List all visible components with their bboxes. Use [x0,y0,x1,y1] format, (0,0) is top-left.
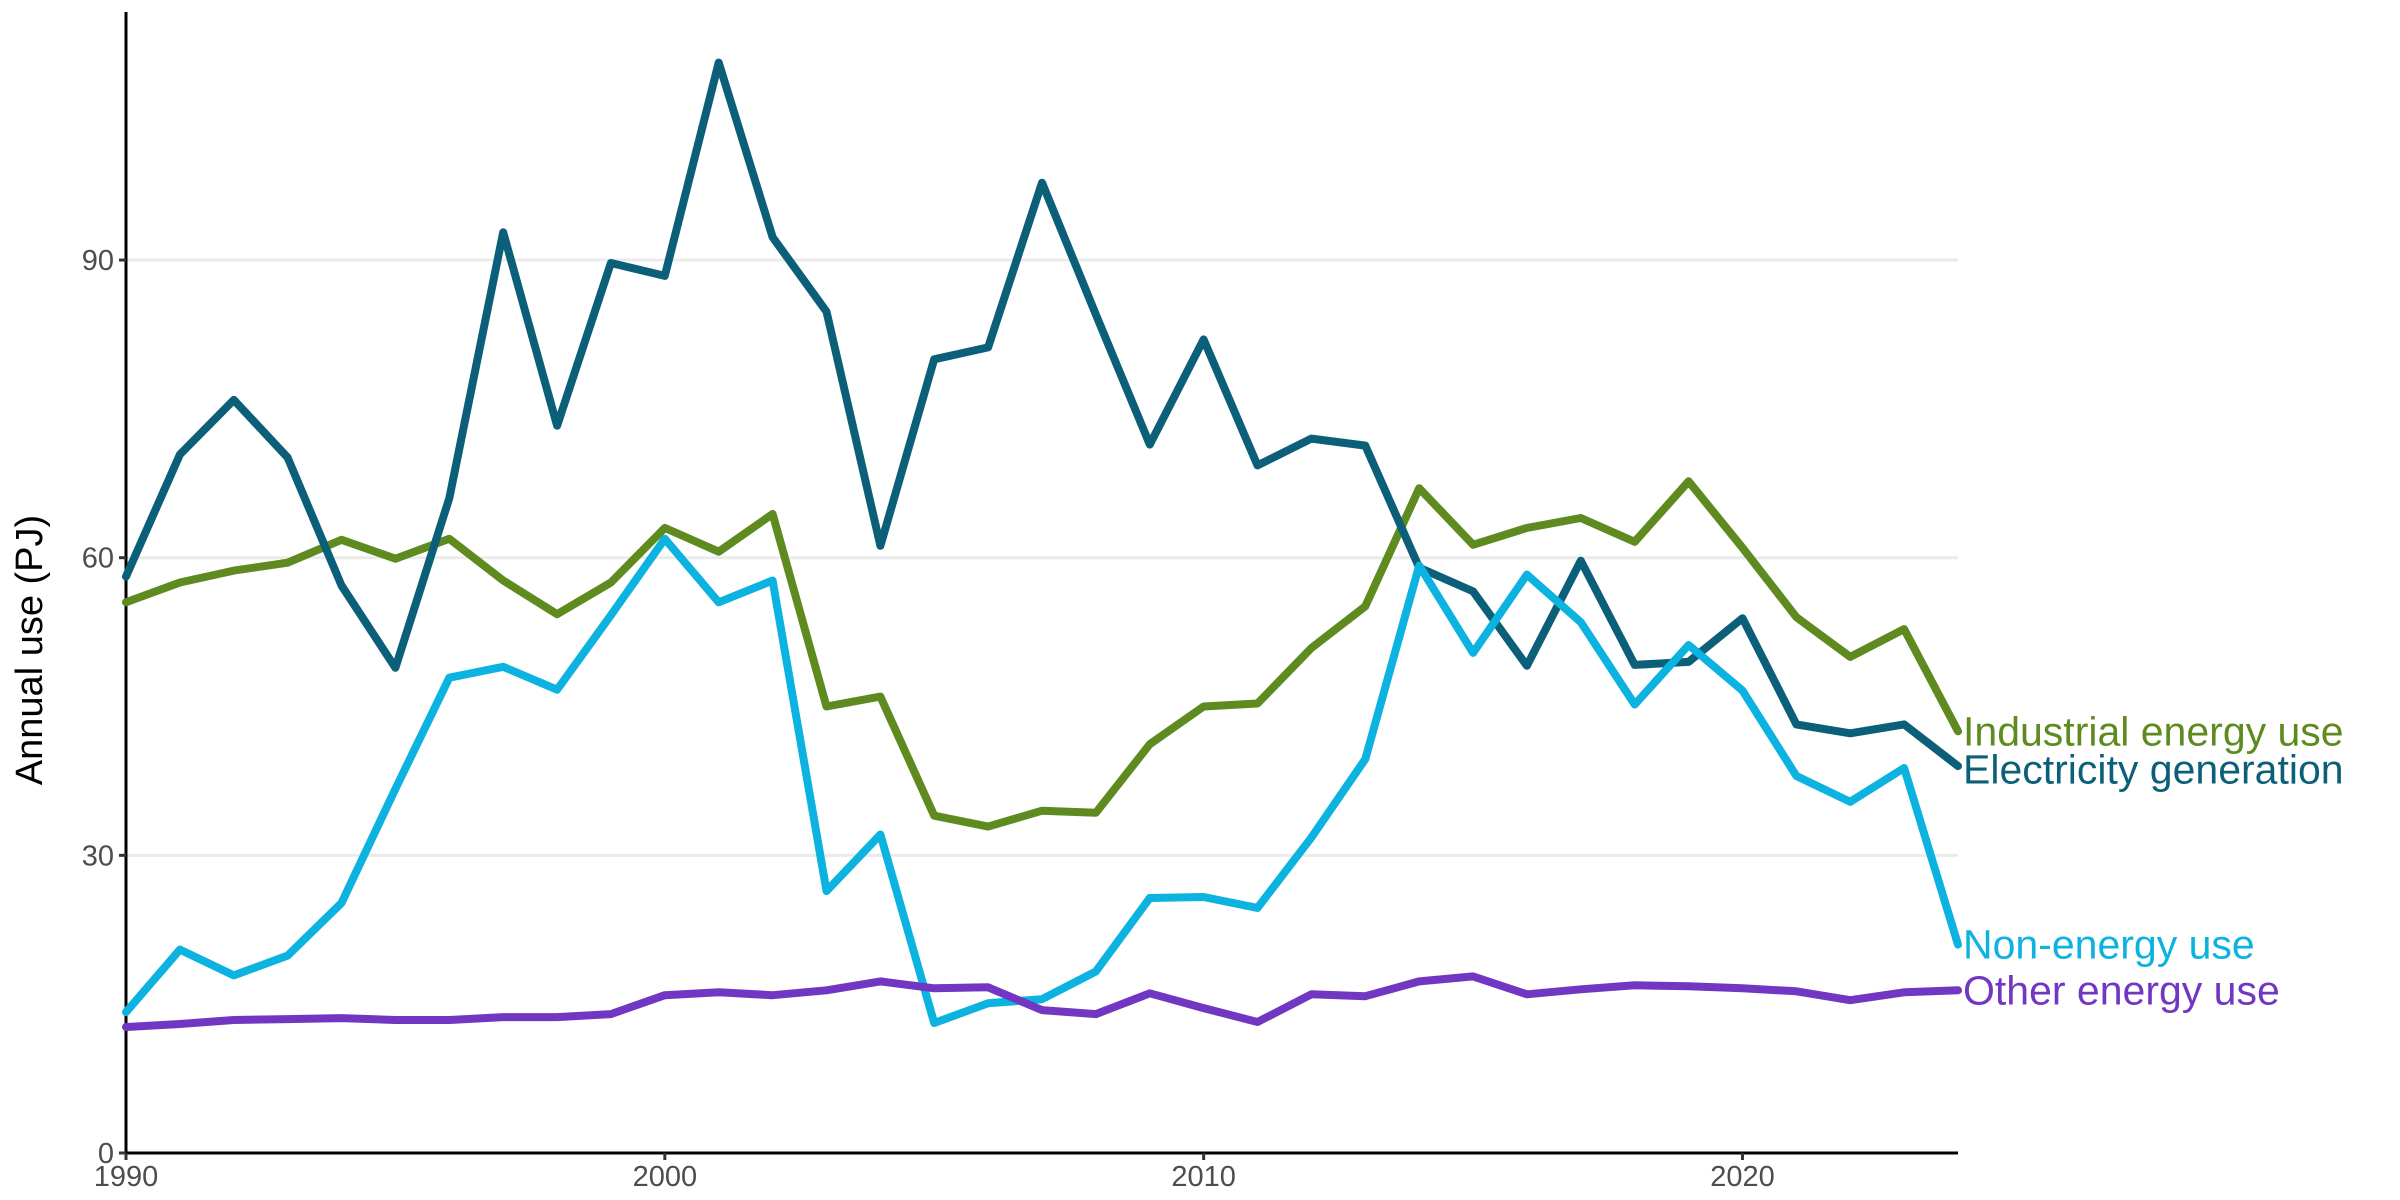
x-tick-label: 2020 [1710,1161,1775,1193]
series-label-non-energy-use: Non-energy use [1963,922,2255,968]
y-tick-label: 60 [82,543,114,575]
x-tick-label: 2000 [633,1161,698,1193]
axes [124,12,1958,1155]
series-line-electricity-generation [122,58,1962,771]
series-line-non-energy-use [122,534,1962,1027]
series-label-industrial-energy-use: Industrial energy use [1963,708,2344,754]
y-tick-label: 0 [98,1138,114,1170]
y-tick-label: 90 [82,245,114,277]
tick-labels: 0 30 60 90 1990 2000 2010 2020 [82,245,1775,1193]
y-tick-label: 30 [82,840,114,872]
series-lines [122,58,1962,1031]
series-line-other-energy-use [122,972,1962,1031]
x-tick-label: 1990 [94,1161,159,1193]
x-tick-label: 2010 [1171,1161,1236,1193]
y-axis-title: Annual use (PJ) [9,515,51,785]
series-label-electricity-generation: Electricity generation [1963,746,2344,792]
series-label-other-energy-use: Other energy use [1963,967,2280,1013]
